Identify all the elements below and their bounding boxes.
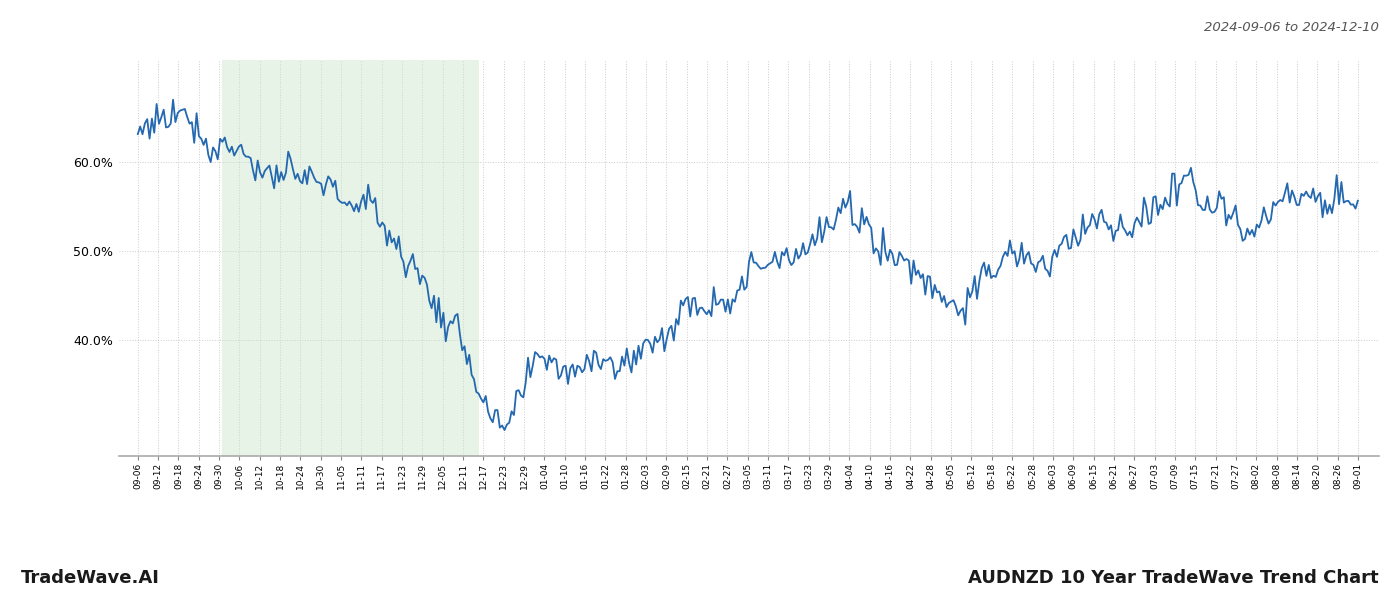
Text: AUDNZD 10 Year TradeWave Trend Chart: AUDNZD 10 Year TradeWave Trend Chart <box>969 569 1379 587</box>
Bar <box>223 60 479 456</box>
Text: TradeWave.AI: TradeWave.AI <box>21 569 160 587</box>
Text: 2024-09-06 to 2024-12-10: 2024-09-06 to 2024-12-10 <box>1204 21 1379 34</box>
